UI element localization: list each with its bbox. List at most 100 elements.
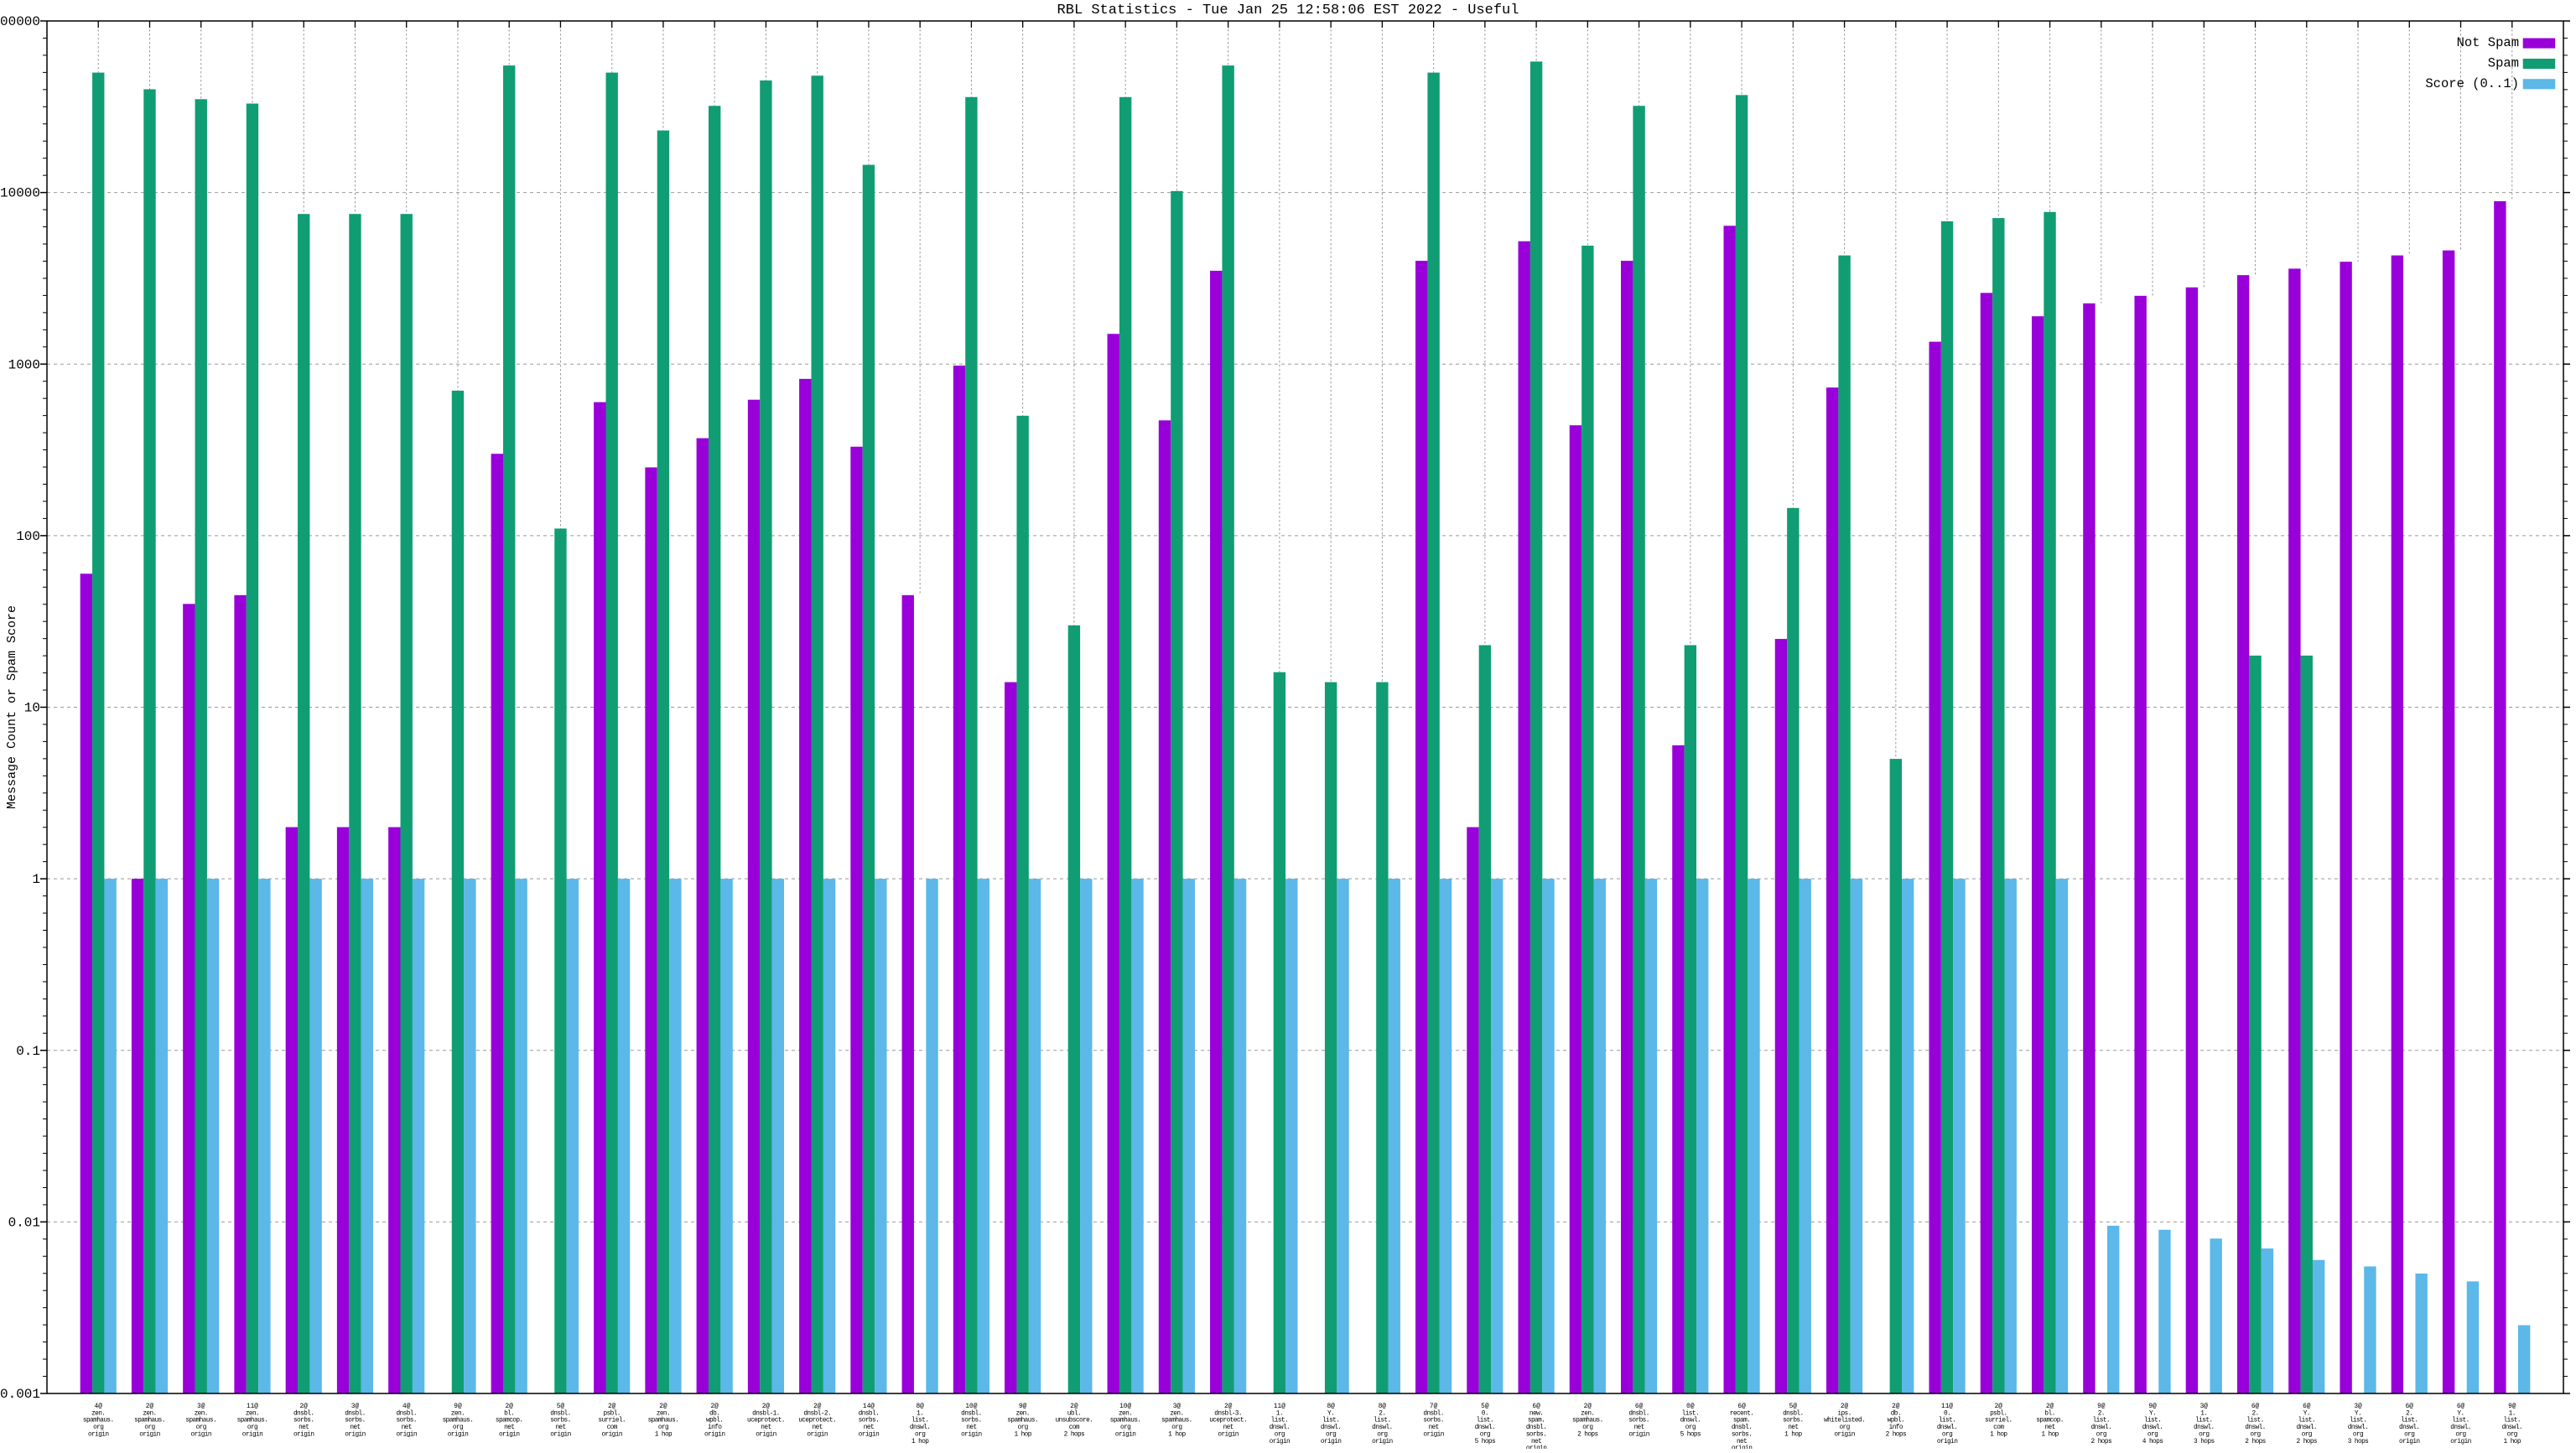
svg-text:dnswl.: dnswl. (1270, 1424, 1290, 1431)
svg-text:list.: list. (2195, 1418, 2212, 1424)
svg-text:dnsbl.: dnsbl. (961, 1410, 981, 1417)
svg-text:spamhaus.: spamhaus. (1161, 1418, 1192, 1424)
svg-text:dnswl.: dnswl. (910, 1424, 930, 1431)
svg-text:net: net (1223, 1424, 1233, 1431)
svg-text:2@: 2@ (506, 1404, 514, 1410)
svg-text:sorbs.: sorbs. (550, 1418, 570, 1424)
svg-text:1 hop: 1 hop (2504, 1439, 2521, 1445)
svg-text:Message Count or Spam Score: Message Count or Spam Score (5, 605, 19, 809)
svg-text:list.: list. (2452, 1418, 2469, 1424)
svg-text:sorbs.: sorbs. (1526, 1431, 1546, 1438)
svg-text:spamcop.: spamcop. (496, 1418, 523, 1424)
svg-text:spamhaus.: spamhaus. (1110, 1418, 1141, 1424)
svg-text:list.: list. (1682, 1410, 1699, 1417)
svg-text:dnswl.: dnswl. (1372, 1424, 1392, 1431)
svg-text:origin: origin (242, 1431, 262, 1438)
svg-text:org: org (453, 1424, 464, 1431)
svg-text:sorbs.: sorbs. (1423, 1418, 1443, 1424)
svg-text:5 hops: 5 hops (1475, 1439, 1496, 1445)
svg-text:1.: 1. (1276, 1410, 1283, 1417)
svg-text:0.1: 0.1 (16, 1044, 40, 1059)
svg-text:2@: 2@ (2046, 1404, 2054, 1410)
svg-text:bl.: bl. (504, 1410, 514, 1417)
svg-text:org: org (93, 1424, 104, 1431)
svg-text:origin: origin (1526, 1445, 1546, 1449)
svg-text:org: org (2353, 1431, 2364, 1438)
svg-text:org: org (2199, 1431, 2210, 1438)
svg-text:Spam: Spam (2488, 56, 2519, 71)
svg-text:2@: 2@ (762, 1404, 771, 1410)
svg-text:list.: list. (1271, 1418, 1288, 1424)
svg-text:1 hop: 1 hop (911, 1439, 929, 1445)
svg-text:9@: 9@ (2097, 1404, 2106, 1410)
svg-text:dnsbl.: dnsbl. (1423, 1410, 1443, 1417)
svg-text:zen.: zen. (246, 1410, 259, 1417)
svg-text:RBL Statistics - Tue Jan 25 12: RBL Statistics - Tue Jan 25 12:58:06 EST… (1057, 3, 1519, 18)
svg-text:spamhaus.: spamhaus. (443, 1418, 474, 1424)
svg-text:8@: 8@ (1379, 1404, 1387, 1410)
svg-text:dnsbl.: dnsbl. (345, 1410, 365, 1417)
svg-text:surriel.: surriel. (1985, 1418, 2012, 1424)
svg-text:psbl.: psbl. (1990, 1410, 2007, 1417)
svg-text:0@: 0@ (1686, 1404, 1695, 1410)
svg-text:2 hops: 2 hops (1886, 1431, 1907, 1438)
svg-text:1 hop: 1 hop (1014, 1431, 1031, 1438)
svg-text:1 hop: 1 hop (1168, 1431, 1186, 1438)
svg-text:uceprotect.: uceprotect. (747, 1418, 785, 1424)
svg-text:origin: origin (1321, 1439, 1341, 1445)
svg-text:zen.: zen. (1581, 1410, 1594, 1417)
svg-text:net: net (555, 1424, 565, 1431)
svg-text:0.001: 0.001 (0, 1387, 40, 1402)
svg-text:dnsbl.: dnsbl. (1628, 1410, 1649, 1417)
svg-text:6@: 6@ (2406, 1404, 2414, 1410)
svg-text:org: org (915, 1431, 926, 1438)
svg-text:dnsbl.: dnsbl. (293, 1410, 314, 1417)
svg-text:org: org (2302, 1431, 2313, 1438)
svg-text:100: 100 (16, 529, 40, 544)
svg-text:list.: list. (1322, 1418, 1339, 1424)
svg-text:org: org (1839, 1424, 1850, 1431)
svg-text:ubl.: ubl. (1067, 1410, 1081, 1417)
svg-text:11@: 11@ (1274, 1404, 1285, 1410)
svg-text:dnsbl-2.: dnsbl-2. (803, 1410, 831, 1417)
svg-text:db.: db. (1891, 1410, 1901, 1417)
svg-text:2@: 2@ (608, 1404, 616, 1410)
svg-text:new.: new. (1530, 1410, 1543, 1417)
svg-text:dnswl.: dnswl. (2142, 1424, 2163, 1431)
svg-text:surriel.: surriel. (598, 1418, 626, 1424)
svg-text:net: net (761, 1424, 771, 1431)
svg-text:6@: 6@ (2251, 1404, 2260, 1410)
svg-text:1 hop: 1 hop (655, 1431, 673, 1438)
svg-text:com: com (607, 1424, 618, 1431)
svg-text:org: org (2455, 1431, 2466, 1438)
svg-text:2.: 2. (1379, 1410, 1385, 1417)
svg-text:origin: origin (550, 1431, 570, 1438)
svg-text:dnswl.: dnswl. (2502, 1424, 2522, 1431)
svg-text:Y.: Y. (2355, 1410, 2361, 1417)
svg-text:spamhaus.: spamhaus. (1007, 1418, 1038, 1424)
svg-text:dnsbl-1.: dnsbl-1. (752, 1410, 780, 1417)
svg-text:6@: 6@ (2303, 1404, 2311, 1410)
svg-text:wpbl.: wpbl. (1888, 1418, 1904, 1424)
svg-text:dnsbl.: dnsbl. (1783, 1410, 1803, 1417)
svg-text:2@: 2@ (146, 1404, 154, 1410)
svg-text:wpbl.: wpbl. (706, 1418, 723, 1424)
svg-text:origin: origin (1423, 1431, 1443, 1438)
svg-text:9@: 9@ (454, 1404, 462, 1410)
svg-text:2@: 2@ (711, 1404, 719, 1410)
svg-text:1 hop: 1 hop (1990, 1431, 2007, 1438)
svg-text:info: info (1889, 1424, 1903, 1431)
svg-text:origin: origin (2399, 1439, 2419, 1445)
svg-text:10000: 10000 (0, 186, 40, 201)
svg-text:2@: 2@ (1584, 1404, 1592, 1410)
svg-text:dnswl.: dnswl. (2450, 1424, 2470, 1431)
svg-text:origin: origin (961, 1431, 981, 1438)
svg-text:7@: 7@ (1430, 1404, 1438, 1410)
svg-text:1: 1 (32, 872, 40, 887)
svg-text:dnswl.: dnswl. (1475, 1424, 1495, 1431)
svg-text:dnswl.: dnswl. (2245, 1424, 2265, 1431)
svg-text:com: com (1069, 1424, 1080, 1431)
svg-text:sorbs.: sorbs. (961, 1418, 981, 1424)
svg-text:list.: list. (1374, 1418, 1390, 1424)
svg-text:Y.: Y. (1327, 1410, 1334, 1417)
